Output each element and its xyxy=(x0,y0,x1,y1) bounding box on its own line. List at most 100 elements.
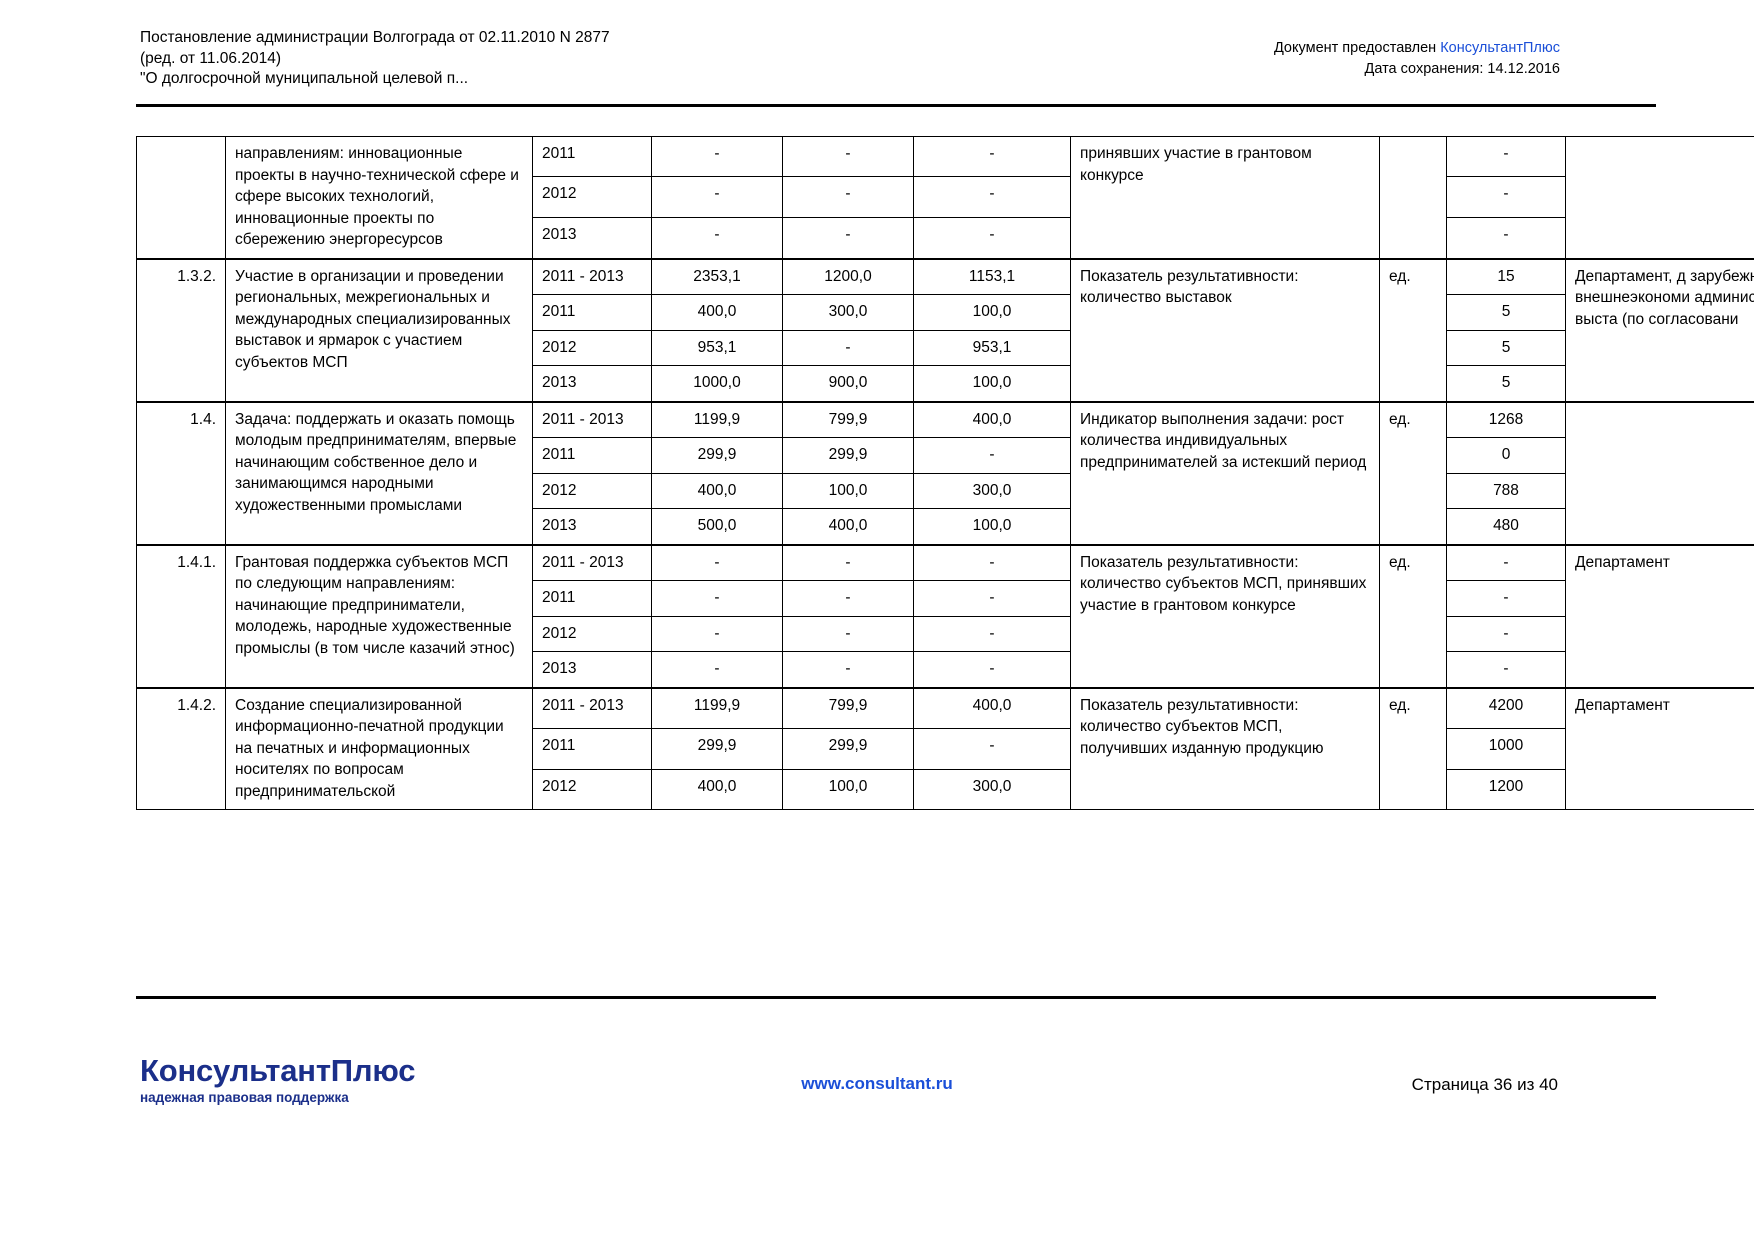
cell-indicator-value: 5 xyxy=(1446,294,1566,331)
cell-indicator-value: 4200 xyxy=(1446,686,1566,730)
cell-funding-federal: 299,9 xyxy=(782,728,914,770)
cell-measure-name: Участие в организации и проведении регио… xyxy=(225,257,533,402)
cell-year: 2013 xyxy=(532,508,652,545)
cell-responsible: Департамент xyxy=(1565,543,1754,688)
brand-tagline: надежная правовая поддержка xyxy=(140,1090,349,1105)
cell-measure-number xyxy=(136,136,226,259)
table-row: 2013 1000,0 900,0 100,0 5 xyxy=(137,365,1754,402)
cell-funding-federal: - xyxy=(782,651,914,688)
cell-funding-federal: - xyxy=(782,543,914,581)
cell-funding-federal: - xyxy=(782,176,914,218)
table-row: 2013 500,0 400,0 100,0 480 xyxy=(137,508,1754,545)
cell-responsible xyxy=(1565,136,1754,259)
cell-funding-total: 400,0 xyxy=(651,294,783,331)
page-footer: КонсультантПлюс надежная правовая поддер… xyxy=(0,1028,1754,1128)
cell-year: 2011 - 2013 xyxy=(532,686,652,730)
cell-year: 2012 xyxy=(532,329,652,366)
cell-funding-federal: 100,0 xyxy=(782,768,914,810)
cell-funding-total: - xyxy=(651,615,783,652)
cell-funding-federal: 299,9 xyxy=(782,437,914,474)
table-row: 2013- - - - xyxy=(137,651,1754,688)
cell-year: 2013 xyxy=(532,365,652,402)
program-measures-table-container: направлениям: инновационные проекты в на… xyxy=(136,136,1754,810)
table-row: 2012- - - - xyxy=(137,176,1754,218)
document-title-line-2: (ред. от 11.06.2014) xyxy=(140,49,281,67)
cell-year: 2011 xyxy=(532,580,652,617)
table-row: 2011 299,9 299,9-1000 xyxy=(137,728,1754,770)
provided-by-line: Документ предоставлен КонсультантПлюс xyxy=(1274,38,1560,59)
cell-indicator-value: 15 xyxy=(1446,257,1566,295)
cell-funding-total: - xyxy=(651,651,783,688)
cell-indicator-value: 1000 xyxy=(1446,728,1566,770)
cell-funding-total: 400,0 xyxy=(651,768,783,810)
cell-funding-total: - xyxy=(651,543,783,581)
document-provenance-block: Документ предоставлен КонсультантПлюс Да… xyxy=(1274,38,1560,80)
cell-funding-municipal: - xyxy=(913,136,1071,178)
cell-funding-municipal: 300,0 xyxy=(913,472,1071,509)
cell-funding-federal: 400,0 xyxy=(782,508,914,545)
page-number: Страница 36 из 40 xyxy=(1411,1075,1558,1094)
cell-funding-federal: 1200,0 xyxy=(782,257,914,295)
cell-funding-municipal: 400,0 xyxy=(913,400,1071,438)
table-row: 2012 400,0 100,0 300,0 1200 xyxy=(137,768,1754,810)
table-row: 2011 400,0 300,0 100,0 5 xyxy=(137,294,1754,331)
cell-funding-total: 500,0 xyxy=(651,508,783,545)
cell-year: 2011 xyxy=(532,136,652,178)
cell-indicator-value: 5 xyxy=(1446,329,1566,366)
cell-unit: ед. xyxy=(1379,543,1447,688)
cell-funding-federal: 100,0 xyxy=(782,472,914,509)
cell-responsible: Департамент xyxy=(1565,686,1754,810)
table-row: 1.3.2. Участие в организации и проведении… xyxy=(136,257,1754,402)
cell-funding-municipal: - xyxy=(913,437,1071,474)
cell-measure-name: Задача: поддержать и оказать помощь моло… xyxy=(225,400,533,545)
cell-indicator: Показатель результативности: количество … xyxy=(1070,257,1380,402)
cell-unit: ед. xyxy=(1379,400,1447,545)
cell-funding-municipal: - xyxy=(913,728,1071,770)
cell-funding-municipal: - xyxy=(913,216,1071,260)
table-row: 1.4. Задача: поддержать и оказать помощь … xyxy=(136,400,1754,545)
header-divider-rule xyxy=(136,104,1656,107)
cell-year: 2013 xyxy=(532,651,652,688)
cell-funding-total: - xyxy=(651,216,783,260)
cell-year: 2011 - 2013 xyxy=(532,543,652,581)
table-row: направлениям: инновационные проекты в на… xyxy=(136,136,1754,259)
cell-funding-municipal: 100,0 xyxy=(913,508,1071,545)
cell-funding-municipal: - xyxy=(913,651,1071,688)
consultant-plus-link[interactable]: КонсультантПлюс xyxy=(1440,40,1560,56)
cell-funding-total: 1199,9 xyxy=(651,400,783,438)
brand-name: КонсультантПлюс xyxy=(140,1053,416,1088)
cell-unit: ед. xyxy=(1379,686,1447,810)
cell-funding-total: - xyxy=(651,176,783,218)
cell-indicator: Индикатор выполнения задачи: рост количе… xyxy=(1070,400,1380,545)
cell-year: 2013 xyxy=(532,216,652,260)
cell-indicator-value: - xyxy=(1446,580,1566,617)
cell-measure-name: Создание специализированной информационн… xyxy=(225,686,533,810)
cell-year: 2012 xyxy=(532,176,652,218)
table-body: направлениям: инновационные проекты в на… xyxy=(136,136,1754,810)
cell-indicator-value: 480 xyxy=(1446,508,1566,545)
cell-year: 2011 - 2013 xyxy=(532,400,652,438)
cell-funding-federal: 300,0 xyxy=(782,294,914,331)
document-title-line-1: Постановление администрации Волгограда о… xyxy=(140,29,610,46)
table-row: 1.4.2. Создание специализированной информ… xyxy=(136,686,1754,810)
website-url[interactable]: www.consultant.ru xyxy=(801,1074,953,1093)
consultant-plus-logo: КонсультантПлюс надежная правовая поддер… xyxy=(140,1054,415,1107)
cell-indicator-value: - xyxy=(1446,543,1566,581)
cell-funding-municipal: - xyxy=(913,543,1071,581)
cell-year: 2012 xyxy=(532,615,652,652)
cell-year: 2011 xyxy=(532,437,652,474)
saved-date: Дата сохранения: 14.12.2016 xyxy=(1364,61,1561,77)
cell-indicator: Показатель результативности: количество … xyxy=(1070,543,1380,688)
cell-indicator-value: 788 xyxy=(1446,472,1566,509)
provided-by-label: Документ предоставлен xyxy=(1273,40,1441,56)
cell-unit: ед. xyxy=(1379,257,1447,402)
table-row: 2012- - - - xyxy=(137,615,1754,652)
cell-funding-total: 1000,0 xyxy=(651,365,783,402)
program-measures-table: направлениям: инновационные проекты в на… xyxy=(136,136,1754,810)
cell-funding-total: 299,9 xyxy=(651,437,783,474)
cell-year: 2012 xyxy=(532,472,652,509)
cell-funding-federal: - xyxy=(782,216,914,260)
document-title-line-3: "О долгосрочной муниципальной целевой п.… xyxy=(140,70,469,87)
cell-funding-federal: - xyxy=(782,329,914,366)
table-row: 2012 953,1-953,1 5 xyxy=(137,329,1754,366)
